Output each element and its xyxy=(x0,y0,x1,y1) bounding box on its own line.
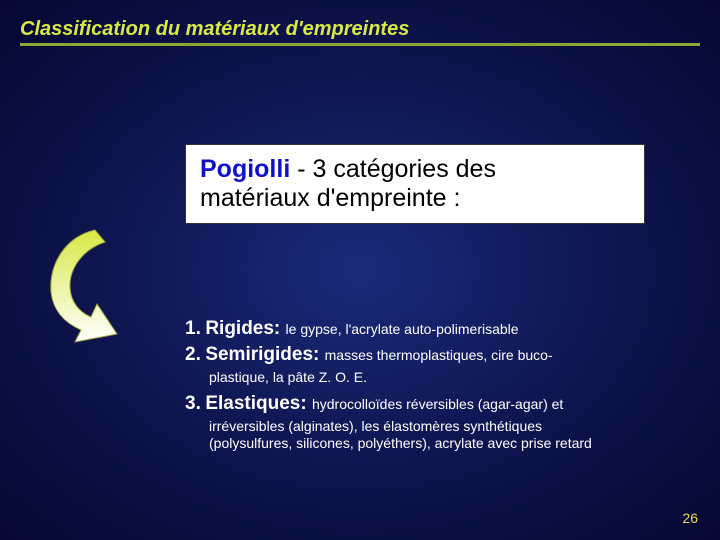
list-item: 3. Elastiques: hydrocolloïdes réversible… xyxy=(185,392,685,416)
author-name: Pogiolli xyxy=(200,155,290,183)
list-number: 3. xyxy=(185,393,201,414)
author-callout-box: Pogiolli - 3 catégories des matériaux d'… xyxy=(185,144,645,224)
curved-arrow-icon xyxy=(35,222,175,352)
list-item: 2. Semirigides: masses thermoplastiques,… xyxy=(185,343,685,367)
list-body: masses thermoplastiques, cire buco- xyxy=(325,347,553,363)
category-list: 1. Rigides: le gypse, l'acrylate auto-po… xyxy=(185,317,685,453)
list-item: 1. Rigides: le gypse, l'acrylate auto-po… xyxy=(185,317,685,341)
list-number: 1. xyxy=(185,318,201,339)
list-heading: Semirigides: xyxy=(205,344,324,365)
list-heading: Rigides: xyxy=(205,318,285,339)
list-continuation: plastique, la pâte Z. O. E. xyxy=(185,369,685,387)
slide-title: Classification du matériaux d'empreintes xyxy=(20,18,700,41)
list-continuation: (polysulfures, silicones, polyéthers), a… xyxy=(185,435,685,453)
list-body: hydrocolloïdes réversibles (agar-agar) e… xyxy=(312,396,563,412)
header-underline xyxy=(20,43,700,46)
list-body: le gypse, l'acrylate auto-polimerisable xyxy=(286,321,519,337)
list-number: 2. xyxy=(185,344,201,365)
list-continuation: irréversibles (alginates), les élastomèr… xyxy=(185,418,685,436)
author-text-line2: matériaux d'empreinte : xyxy=(200,184,460,212)
page-number: 26 xyxy=(682,510,698,526)
header: Classification du matériaux d'empreintes xyxy=(0,0,720,52)
list-heading: Elastiques: xyxy=(205,393,312,414)
author-text-line1: - 3 catégories des xyxy=(290,155,496,183)
